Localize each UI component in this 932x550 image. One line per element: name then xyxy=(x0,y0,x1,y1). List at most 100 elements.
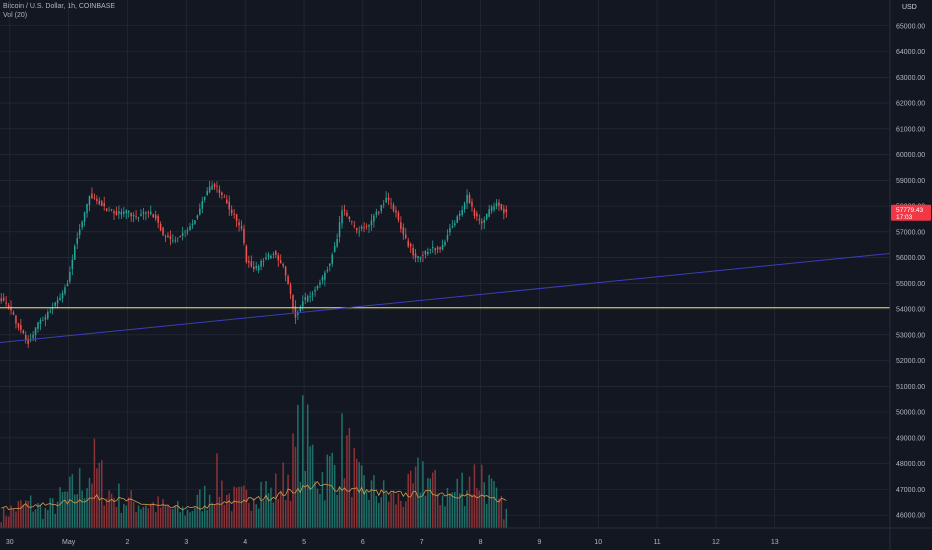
candle-body xyxy=(20,324,22,331)
volume-bar xyxy=(108,490,110,528)
candle xyxy=(47,309,49,321)
candle-body xyxy=(206,191,208,196)
time-tick-label: 9 xyxy=(537,539,541,546)
candle xyxy=(100,199,103,207)
candle-body xyxy=(159,223,162,231)
price-tick-label: 48000.00 xyxy=(896,461,925,468)
candle-body xyxy=(483,219,485,223)
candle-body xyxy=(27,338,29,344)
candle-body xyxy=(91,193,93,199)
volume-bar xyxy=(503,519,505,528)
volume-bar xyxy=(439,505,441,528)
currency-label[interactable]: USD xyxy=(902,4,917,11)
time-tick-label: 7 xyxy=(420,539,424,546)
candle xyxy=(267,251,270,261)
candle xyxy=(260,258,262,271)
candle xyxy=(358,226,360,237)
candle xyxy=(257,264,260,274)
candle-body xyxy=(338,222,341,237)
volume-bar xyxy=(233,486,235,528)
candle xyxy=(113,209,115,220)
volume-bar xyxy=(66,491,69,528)
volume-bar xyxy=(78,468,81,528)
candle xyxy=(368,224,370,233)
candle xyxy=(503,204,505,220)
volume-bar xyxy=(390,493,392,528)
price-tick-label: 55000.00 xyxy=(896,281,925,288)
candle-body xyxy=(314,289,316,292)
last-price-box xyxy=(891,204,931,221)
volume-bar xyxy=(311,444,314,528)
candle xyxy=(233,209,235,219)
candle-body xyxy=(481,221,483,224)
candle-body xyxy=(186,230,189,232)
candle xyxy=(105,208,108,212)
volume-bar xyxy=(275,473,277,528)
candle xyxy=(439,246,441,253)
volume-bar xyxy=(351,497,353,528)
volume-bar xyxy=(216,453,218,528)
candles xyxy=(0,180,508,348)
candle xyxy=(409,242,412,253)
candle-body xyxy=(230,209,233,214)
candle xyxy=(181,226,184,241)
candle xyxy=(314,286,316,297)
candle-body xyxy=(390,203,392,205)
candle-body xyxy=(93,197,96,199)
candle xyxy=(446,229,449,243)
volume-bar xyxy=(64,491,66,528)
candle xyxy=(382,200,385,209)
volume-bar xyxy=(255,504,257,528)
candle xyxy=(461,205,463,217)
price-tick-label: 64000.00 xyxy=(896,49,925,56)
volume-bar xyxy=(265,481,267,528)
candle-body xyxy=(152,214,154,218)
candle-body xyxy=(363,227,365,229)
volume-bar xyxy=(91,483,93,528)
candle-body xyxy=(336,238,338,247)
volume-indicator-label[interactable]: Vol (20) xyxy=(3,12,28,19)
chart-legend: Bitcoin / U.S. Dollar, 1h, COINBASE Vol … xyxy=(3,2,115,20)
volume-bar xyxy=(485,503,488,528)
candle xyxy=(471,198,473,212)
volume-bar xyxy=(355,458,358,528)
candle-body xyxy=(174,239,177,241)
candle-body xyxy=(201,201,204,209)
candle-body xyxy=(409,243,412,247)
volume-bar xyxy=(15,511,17,528)
price-tick-label: 65000.00 xyxy=(896,23,925,30)
candle-body xyxy=(431,247,434,249)
candle xyxy=(167,232,169,238)
candle-body xyxy=(132,214,135,217)
candle xyxy=(37,321,39,333)
volume-bar xyxy=(203,485,206,528)
candle xyxy=(360,224,363,232)
candle-body xyxy=(98,200,101,205)
candle xyxy=(125,209,128,220)
price-tick-label: 46000.00 xyxy=(896,513,925,520)
volume-bar xyxy=(56,501,59,528)
candle xyxy=(91,187,93,200)
volume-bar xyxy=(495,487,498,528)
volume-bar xyxy=(490,478,493,528)
candle xyxy=(434,247,436,255)
time-tick-label: 10 xyxy=(594,539,602,546)
volume-bar xyxy=(186,509,189,528)
candle-body xyxy=(380,204,383,212)
volume-bar xyxy=(228,493,231,528)
candle-body xyxy=(78,229,81,236)
symbol-title[interactable]: Bitcoin / U.S. Dollar, 1h, COINBASE xyxy=(3,3,116,10)
candle-body xyxy=(454,223,456,226)
candle-body xyxy=(471,201,473,207)
volume-bar xyxy=(10,505,12,528)
volume-bar xyxy=(297,404,299,528)
volume-bar xyxy=(147,508,150,528)
volume-bar xyxy=(238,486,240,528)
candle-body xyxy=(83,212,86,222)
candle xyxy=(289,282,292,300)
candle-body xyxy=(189,226,191,231)
volume-bar xyxy=(365,491,368,528)
candle xyxy=(324,270,326,287)
candle-body xyxy=(150,211,152,215)
